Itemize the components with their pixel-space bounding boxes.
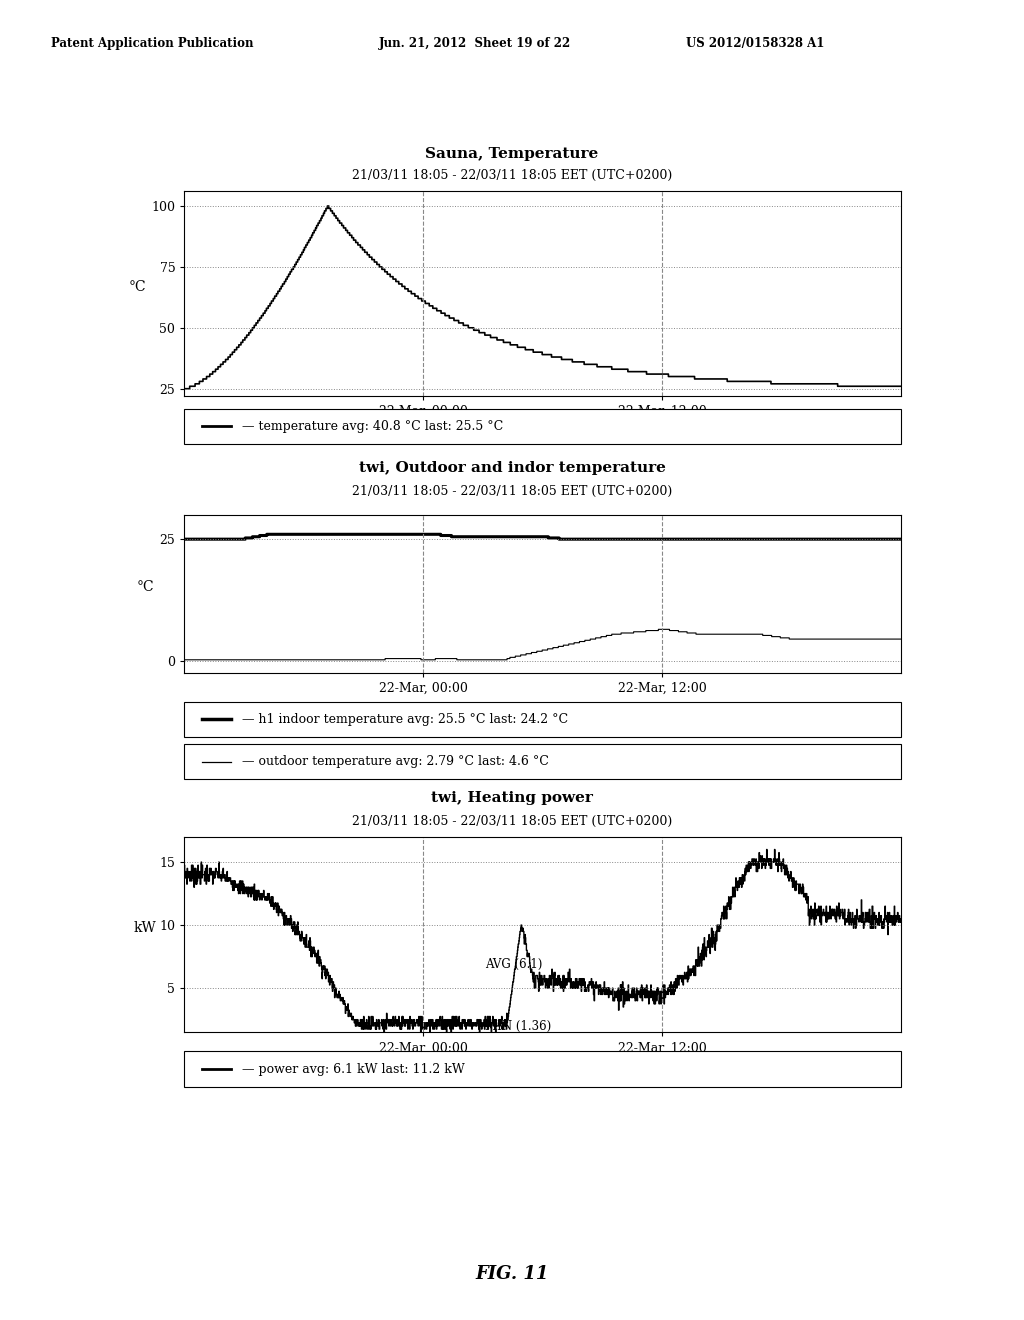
- Text: Sauna, Temperature: Sauna, Temperature: [425, 147, 599, 161]
- Text: — h1 indoor temperature avg: 25.5 °C last: 24.2 °C: — h1 indoor temperature avg: 25.5 °C las…: [242, 713, 567, 726]
- Text: US 2012/0158328 A1: US 2012/0158328 A1: [686, 37, 824, 50]
- Text: — power avg: 6.1 kW last: 11.2 kW: — power avg: 6.1 kW last: 11.2 kW: [242, 1063, 465, 1076]
- Text: 21/03/11 18:05 - 22/03/11 18:05 EET (UTC+0200): 21/03/11 18:05 - 22/03/11 18:05 EET (UTC…: [352, 169, 672, 182]
- Text: AVG (6.1): AVG (6.1): [485, 957, 543, 970]
- Y-axis label: °C: °C: [137, 579, 155, 594]
- Text: twi, Heating power: twi, Heating power: [431, 791, 593, 805]
- Text: Jun. 21, 2012  Sheet 19 of 22: Jun. 21, 2012 Sheet 19 of 22: [379, 37, 571, 50]
- Y-axis label: kW: kW: [134, 920, 157, 935]
- Text: 21/03/11 18:05 - 22/03/11 18:05 EET (UTC+0200): 21/03/11 18:05 - 22/03/11 18:05 EET (UTC…: [352, 484, 672, 498]
- FancyBboxPatch shape: [184, 409, 901, 444]
- Text: — outdoor temperature avg: 2.79 °C last: 4.6 °C: — outdoor temperature avg: 2.79 °C last:…: [242, 755, 549, 768]
- Text: 21/03/11 18:05 - 22/03/11 18:05 EET (UTC+0200): 21/03/11 18:05 - 22/03/11 18:05 EET (UTC…: [352, 814, 672, 828]
- Text: FIG. 11: FIG. 11: [475, 1265, 549, 1283]
- FancyBboxPatch shape: [184, 1051, 901, 1088]
- Text: — temperature avg: 40.8 °C last: 25.5 °C: — temperature avg: 40.8 °C last: 25.5 °C: [242, 420, 503, 433]
- Text: MIN (1.36): MIN (1.36): [485, 1020, 552, 1032]
- FancyBboxPatch shape: [184, 744, 901, 779]
- Y-axis label: °C: °C: [129, 280, 146, 294]
- Text: twi, Outdoor and indor temperature: twi, Outdoor and indor temperature: [358, 461, 666, 475]
- Text: Patent Application Publication: Patent Application Publication: [51, 37, 254, 50]
- FancyBboxPatch shape: [184, 702, 901, 737]
